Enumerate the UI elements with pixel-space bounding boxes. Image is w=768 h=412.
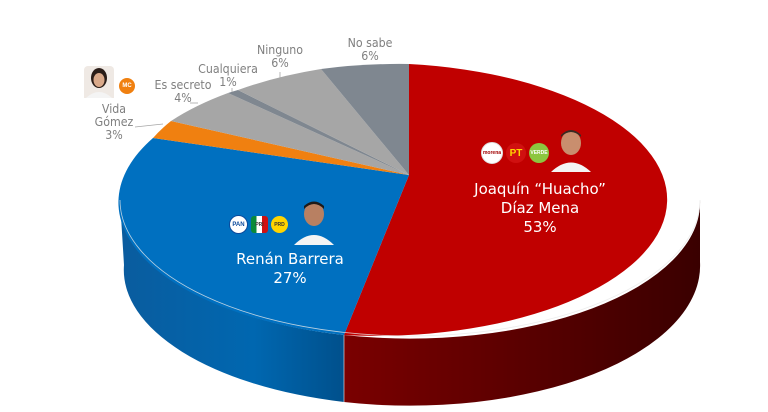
slice-renan-barrera[interactable] [118,138,410,335]
party-logo-prd: PRD [271,216,288,233]
slice-vida-gomez[interactable] [153,121,409,175]
slice-cualquiera[interactable] [228,90,409,175]
label-value: 6% [271,56,289,70]
label-value: 27% [273,269,307,287]
candidate-photo-renan [294,197,334,245]
slice-no-sabe[interactable] [321,63,409,175]
party-logo-pt: PT [506,143,526,163]
label-value: 53% [523,218,557,236]
label-name-2: Díaz Mena [500,199,580,217]
slice-es-secreto[interactable] [171,93,409,175]
label-es-secreto: Es secreto 4% [150,79,216,105]
party-logo-morena: morena [481,142,503,164]
party-logos-huacho: morena PT VERDE [481,142,549,164]
candidate-photo-vida-gomez [84,66,114,98]
label-name-2: Gómez [94,115,134,129]
party-logos-renan: PAN PRI PRD [229,215,288,234]
party-logo-pri: PRI [251,216,268,233]
label-value: 4% [174,91,192,105]
party-logo-pan: PAN [229,215,248,234]
label-name: No sabe [347,36,393,50]
side-huacho [344,200,701,406]
slice-ninguno[interactable] [238,69,409,175]
label-value: 3% [105,128,123,142]
label-value: 6% [361,49,379,63]
party-logo-mc: MC [119,78,135,94]
label-ninguno: Ninguno 6% [252,44,307,70]
label-name: Ninguno [256,43,304,57]
leader-vida [134,123,164,128]
label-vida-gomez: Vida Gómez 3% [88,103,140,142]
label-no-sabe: No sabe 6% [342,37,397,63]
candidate-photo-huacho [551,127,591,172]
label-value: 1% [219,75,237,89]
label-name: Joaquín “Huacho” [474,180,606,198]
label-cualquiera: Cualquiera 1% [195,63,261,89]
party-logo-verde: VERDE [529,143,549,163]
side-renan-barrera [119,200,344,402]
label-name: Vida [101,102,127,116]
label-name: Renán Barrera [236,250,344,268]
label-huacho: Joaquín “Huacho” Díaz Mena 53% [460,180,620,237]
label-name: Cualquiera [198,62,258,76]
label-name: Es secreto [154,78,212,92]
label-renan-barrera: Renán Barrera 27% [225,250,355,288]
